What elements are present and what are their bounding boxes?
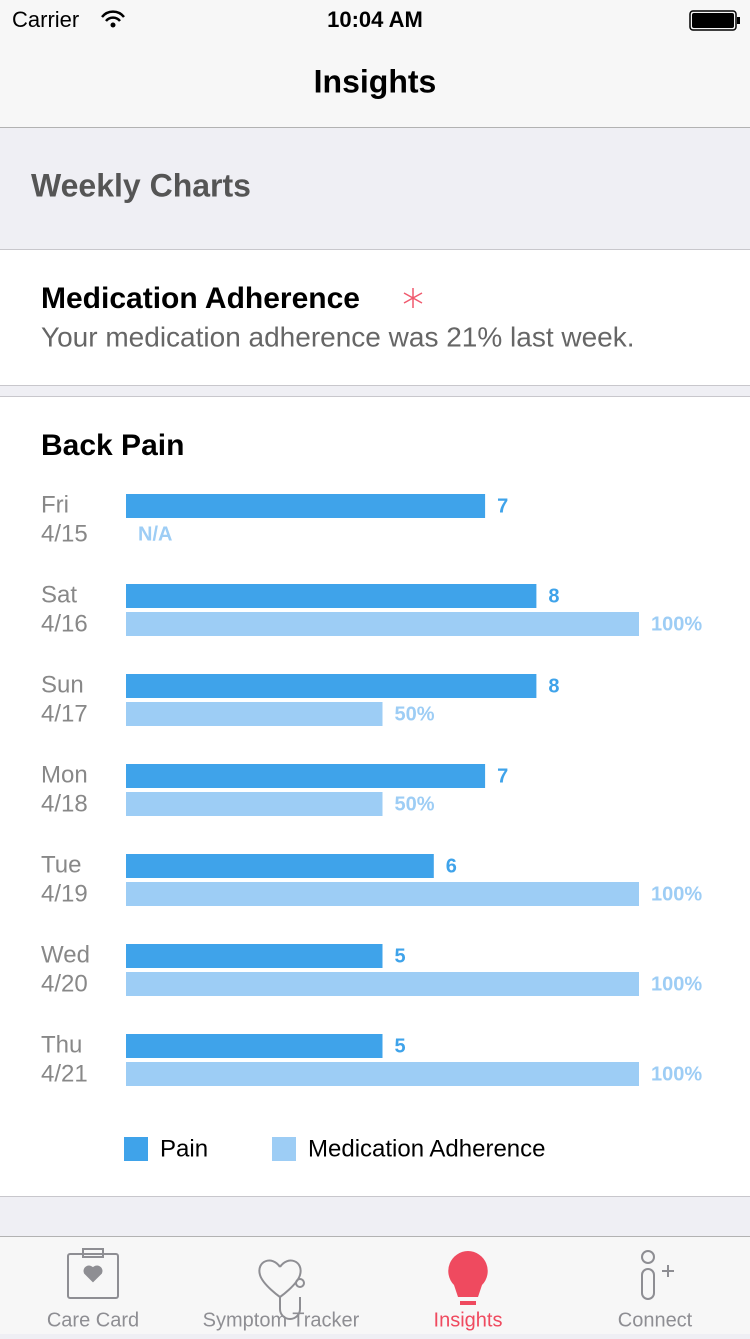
value-label: 5 [395, 945, 406, 967]
tab-label[interactable]: Care Card [47, 1309, 139, 1331]
date-label: 4/19 [41, 880, 88, 907]
day-label: Tue [41, 851, 81, 878]
value-label: 5 [395, 1035, 406, 1057]
value-label: 50% [395, 703, 435, 725]
symptom-icon-dot [295, 1278, 305, 1288]
day-label: Mon [41, 761, 88, 788]
value-label: 100% [651, 1063, 702, 1085]
bar [126, 1034, 383, 1058]
date-label: 4/15 [41, 520, 88, 547]
value-label: 100% [651, 613, 702, 635]
wifi-icon [101, 10, 125, 22]
bar [126, 612, 639, 636]
legend-swatch [272, 1137, 296, 1161]
adherence-svg: Medication Adherence Your medication adh… [41, 282, 635, 352]
bar [126, 972, 639, 996]
value-label: 7 [497, 495, 508, 517]
bar [126, 764, 486, 788]
battery-fill [692, 13, 734, 28]
value-label: 8 [548, 675, 559, 697]
date-label: 4/21 [41, 1060, 88, 1087]
day-label: Sat [41, 581, 77, 608]
date-label: 4/18 [41, 790, 88, 817]
battery-tip [737, 17, 740, 24]
status-bar: Carrier 10:04 AM [0, 0, 750, 40]
value-label: 100% [651, 973, 702, 995]
tab-label[interactable]: Insights [434, 1309, 503, 1331]
bar [126, 882, 639, 906]
chart-card: Back Pain Fri 4/15 7 N/A Sat 4/16 8 100% Sun 4/17… [0, 396, 750, 1197]
bar [126, 944, 383, 968]
legend-label: Medication Adherence [308, 1135, 546, 1162]
tabs-svg: Care Card Symptom Tracker Insights Connect [47, 1248, 693, 1331]
nav-bar: Insights [0, 40, 750, 128]
value-label: N/A [138, 523, 172, 545]
card-title: Medication Adherence [41, 282, 360, 315]
date-label: 4/17 [41, 700, 88, 727]
bar [126, 792, 383, 816]
bar [126, 584, 537, 608]
connect-icon [641, 1250, 674, 1300]
bar [126, 1062, 639, 1086]
date-label: 4/20 [41, 970, 88, 997]
wifi-dot [110, 22, 116, 28]
tab-label[interactable]: Symptom Tracker [203, 1309, 360, 1331]
bar [126, 674, 537, 698]
bar [126, 854, 434, 878]
value-label: 6 [446, 855, 457, 877]
chart-title: Back Pain [41, 429, 184, 462]
day-label: Fri [41, 491, 69, 518]
symptom-icon [258, 1259, 302, 1320]
battery [689, 10, 737, 31]
legend-swatch [124, 1137, 148, 1161]
day-label: Thu [41, 1031, 82, 1058]
day-label: Sun [41, 671, 84, 698]
value-label: 7 [497, 765, 508, 787]
day-label: Wed [41, 941, 90, 968]
section-svg: Weekly Charts [31, 167, 251, 203]
value-label: 50% [395, 793, 435, 815]
nav-svg: Insights [314, 63, 437, 99]
carrier: Carrier [12, 7, 79, 32]
tab-label[interactable]: Connect [618, 1309, 693, 1331]
insights-icon [448, 1251, 488, 1297]
care-card-icon [67, 1248, 119, 1299]
bar [126, 702, 383, 726]
nav-title: Insights [314, 63, 437, 99]
adherence-card[interactable]: Medication Adherence Your medication adh… [0, 250, 750, 386]
value-label: 100% [651, 883, 702, 905]
insights-icon-base [460, 1301, 476, 1305]
bar [126, 494, 486, 518]
section-title: Weekly Charts [31, 167, 251, 203]
time: 10:04 AM [327, 7, 423, 32]
legend-label: Pain [160, 1135, 208, 1162]
tab-bar: Care Card Symptom Tracker Insights Connect [0, 1236, 750, 1334]
date-label: 4/16 [41, 610, 88, 637]
card-text: Your medication adherence was 21% last w… [41, 321, 635, 352]
asterisk [403, 288, 423, 308]
value-label: 8 [548, 585, 559, 607]
section-header: Weekly Charts [0, 128, 750, 250]
status-svg: Carrier 10:04 AM [12, 7, 740, 32]
